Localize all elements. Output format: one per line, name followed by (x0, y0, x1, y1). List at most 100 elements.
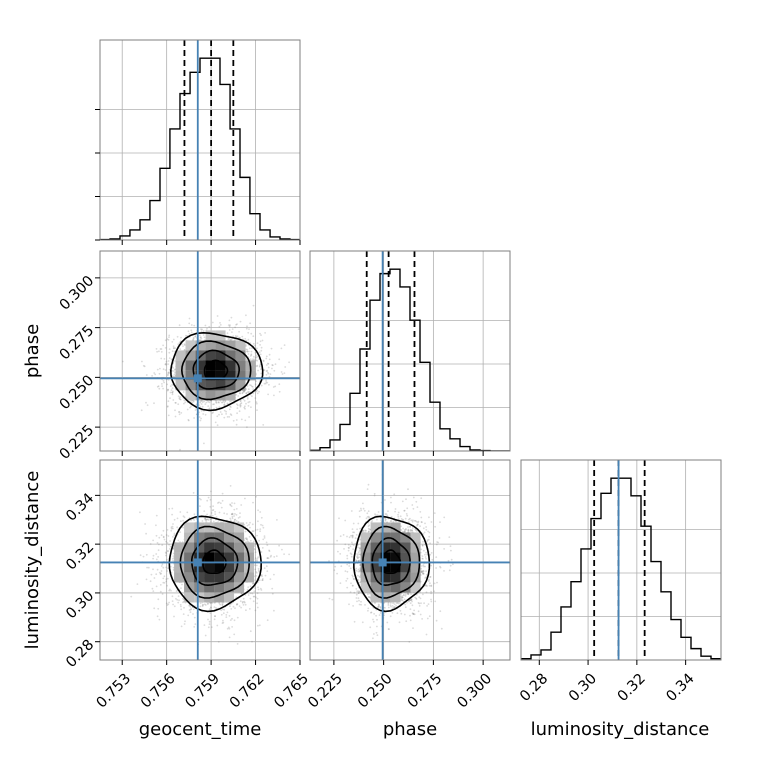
sample-point (146, 566, 149, 569)
sample-point (172, 367, 174, 369)
sample-point (261, 578, 264, 580)
sample-point (210, 626, 213, 629)
sample-point (253, 590, 256, 593)
sample-point (180, 336, 182, 339)
sample-point (235, 393, 238, 396)
sample-point (224, 400, 227, 402)
sample-point (162, 535, 165, 538)
sample-point (256, 364, 259, 367)
sample-point (260, 334, 262, 336)
sample-point (203, 400, 206, 403)
sample-point (199, 605, 202, 608)
contour-2 (169, 331, 264, 412)
sample-point (255, 354, 258, 357)
sample-point (260, 384, 263, 387)
sample-point (210, 490, 212, 493)
sample-point (208, 401, 211, 404)
sample-point (182, 515, 185, 518)
sample-point (205, 401, 208, 404)
sample-point (168, 507, 171, 510)
sample-point (259, 587, 262, 590)
sample-point (283, 344, 286, 346)
sample-point (174, 415, 177, 418)
sample-point (240, 418, 243, 421)
sample-point (204, 324, 207, 327)
sample-point (260, 368, 262, 371)
sample-point (130, 595, 133, 598)
sample-point (260, 589, 263, 591)
sample-point (185, 334, 187, 337)
sample-point (206, 518, 209, 521)
hist-panel-geocent_time (100, 40, 300, 240)
sample-point (207, 602, 210, 605)
sample-point (200, 337, 203, 340)
axes-frame (99, 250, 301, 452)
sample-point (171, 341, 174, 343)
sample-point (167, 603, 170, 606)
sample-point (179, 396, 182, 398)
sample-point (169, 391, 172, 394)
scatter-panel-geocent_time-phase (100, 251, 300, 451)
sample-point (253, 564, 256, 567)
density-cell (185, 350, 196, 361)
sample-point (214, 615, 216, 618)
sample-point (160, 348, 163, 350)
sample-point (242, 398, 245, 401)
sample-point (231, 617, 233, 620)
sample-point (268, 358, 271, 361)
sample-point (171, 393, 174, 396)
density-cell (185, 340, 196, 351)
sample-point (254, 397, 257, 399)
sample-point (178, 413, 181, 416)
sample-point (280, 371, 283, 373)
sample-point (207, 626, 210, 629)
sample-point (236, 616, 239, 619)
sample-point (165, 360, 168, 363)
sample-point (180, 625, 183, 628)
sample-point (173, 518, 176, 521)
contour-1.5 (180, 340, 252, 401)
sample-point (182, 613, 185, 615)
sample-point (168, 601, 171, 604)
sample-point (171, 513, 174, 516)
sample-point (229, 503, 232, 506)
sample-point (178, 397, 181, 400)
sample-point (208, 407, 211, 410)
sample-point (205, 518, 208, 521)
sample-point (163, 358, 166, 360)
sample-point (190, 329, 193, 332)
sample-point (169, 545, 172, 548)
sample-point (214, 513, 217, 515)
sample-point (179, 511, 182, 513)
sample-point (217, 401, 220, 403)
sample-point (283, 372, 286, 374)
sample-point (170, 389, 173, 391)
sample-point (183, 516, 186, 519)
sample-point (173, 378, 176, 381)
sample-point (238, 392, 241, 395)
sample-point (166, 529, 169, 531)
sample-point (242, 604, 245, 606)
sample-point (254, 557, 257, 560)
sample-point (162, 387, 165, 390)
sample-point (249, 597, 252, 600)
sample-point (244, 407, 246, 410)
sample-point (247, 350, 250, 353)
sample-point (215, 402, 218, 404)
sample-point (230, 338, 233, 341)
sample-point (239, 402, 242, 405)
sample-point (278, 390, 281, 393)
sample-point (207, 496, 210, 499)
sample-point (169, 540, 172, 542)
sample-point (140, 409, 143, 412)
sample-point (190, 324, 193, 326)
sample-point (252, 530, 255, 532)
sample-point (203, 442, 205, 445)
sample-point (263, 382, 266, 385)
sample-point (256, 602, 258, 605)
sample-point (144, 523, 147, 525)
sample-point (266, 619, 269, 622)
density-cell (215, 370, 226, 381)
density-cell (215, 350, 226, 361)
sample-point (162, 581, 165, 584)
